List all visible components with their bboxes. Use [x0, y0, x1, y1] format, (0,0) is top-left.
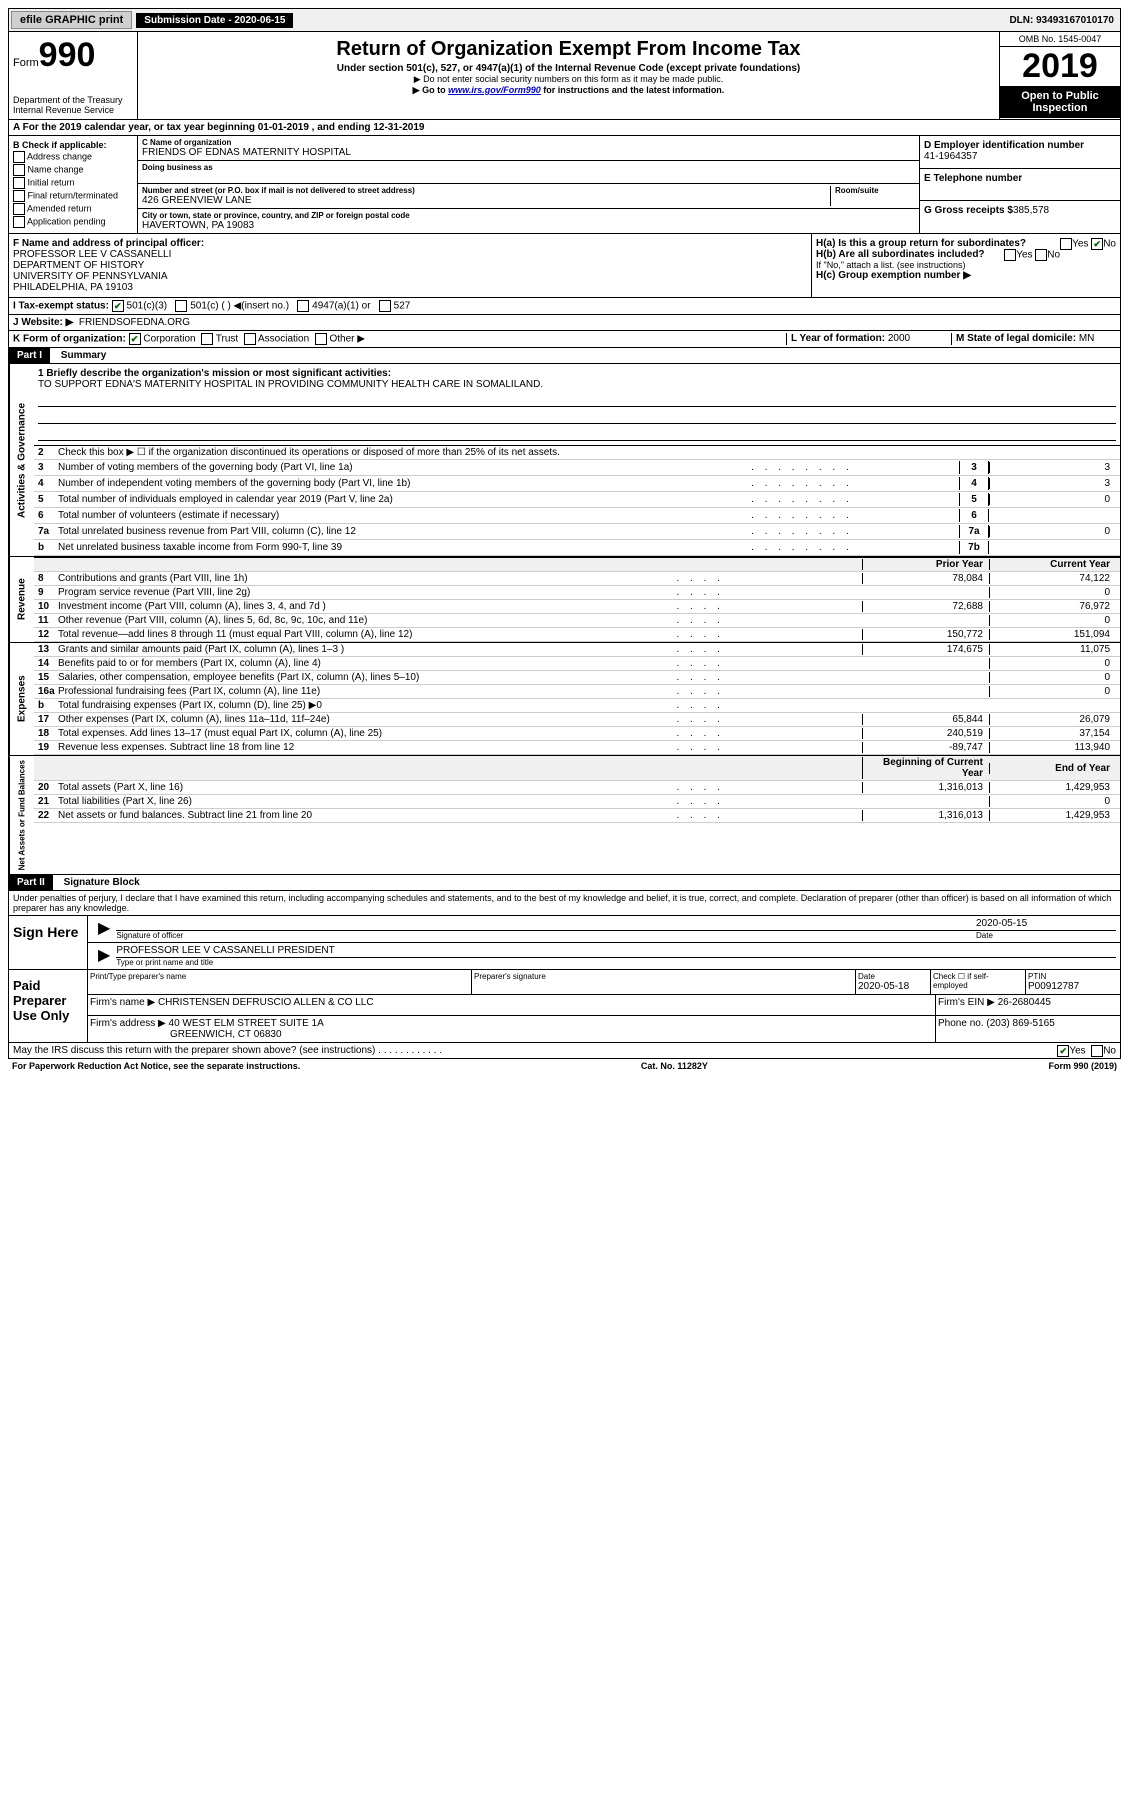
part1-header: Part I Summary — [8, 348, 1121, 364]
summary-line: 21Total liabilities (Part X, line 26) . … — [34, 795, 1120, 809]
firm-name: CHRISTENSEN DEFRUSCIO ALLEN & CO LLC — [158, 997, 374, 1008]
paid-preparer-section: Paid Preparer Use Only Print/Type prepar… — [8, 970, 1121, 1043]
summary-line: bTotal fundraising expenses (Part IX, co… — [34, 699, 1120, 713]
part1-governance: Activities & Governance 1 Briefly descri… — [8, 364, 1121, 557]
part1-expenses: Expenses 13Grants and similar amounts pa… — [8, 643, 1121, 756]
summary-line: 13Grants and similar amounts paid (Part … — [34, 643, 1120, 657]
website: FRIENDSOFEDNA.ORG — [79, 317, 190, 328]
summary-line: 10Investment income (Part VIII, column (… — [34, 600, 1120, 614]
officer-name: PROFESSOR LEE V CASSANELLI PRESIDENT — [116, 945, 1116, 958]
summary-line: 14Benefits paid to or for members (Part … — [34, 657, 1120, 671]
submission-date: Submission Date - 2020-06-15 — [136, 13, 293, 28]
section-bcd: B Check if applicable: Address change Na… — [8, 136, 1121, 234]
part1-revenue: Revenue Prior Year Current Year 8Contrib… — [8, 557, 1121, 643]
summary-line: 4Number of independent voting members of… — [34, 476, 1120, 492]
discuss-preparer: May the IRS discuss this return with the… — [8, 1043, 1121, 1059]
ein: 41-1964357 — [924, 151, 1116, 162]
irs-label: Internal Revenue Service — [13, 105, 133, 115]
gross-receipts: 385,578 — [1013, 205, 1049, 216]
summary-line: bNet unrelated business taxable income f… — [34, 540, 1120, 556]
summary-line: 12Total revenue—add lines 8 through 11 (… — [34, 628, 1120, 642]
summary-line: 9Program service revenue (Part VIII, lin… — [34, 586, 1120, 600]
sign-here-section: Sign Here ▶ Signature of officer 2020-05… — [8, 916, 1121, 970]
org-name: FRIENDS OF EDNAS MATERNITY HOSPITAL — [142, 147, 915, 158]
org-address: 426 GREENVIEW LANE — [142, 195, 830, 206]
side-expenses: Expenses — [9, 643, 34, 755]
part1-netassets: Net Assets or Fund Balances Beginning of… — [8, 756, 1121, 875]
row-j-website: J Website: ▶ FRIENDSOFEDNA.ORG — [8, 315, 1121, 331]
summary-line: 17Other expenses (Part IX, column (A), l… — [34, 713, 1120, 727]
summary-line: 11Other revenue (Part VIII, column (A), … — [34, 614, 1120, 628]
summary-line: 18Total expenses. Add lines 13–17 (must … — [34, 727, 1120, 741]
summary-line: 16aProfessional fundraising fees (Part I… — [34, 685, 1120, 699]
section-fh: F Name and address of principal officer:… — [8, 234, 1121, 298]
tax-year: 2019 — [1000, 47, 1120, 86]
section-b: B Check if applicable: Address change Na… — [9, 136, 138, 233]
summary-line: 6Total number of volunteers (estimate if… — [34, 508, 1120, 524]
dln: DLN: 93493167010170 — [1009, 15, 1118, 26]
section-h: H(a) Is this a group return for subordin… — [811, 234, 1120, 297]
summary-line: 5Total number of individuals employed in… — [34, 492, 1120, 508]
form-title: Return of Organization Exempt From Incom… — [142, 38, 995, 61]
mission-description: 1 Briefly describe the organization's mi… — [34, 364, 1120, 446]
note-link: ▶ Go to www.irs.gov/Form990 for instruct… — [142, 85, 995, 96]
summary-line: 3Number of voting members of the governi… — [34, 460, 1120, 476]
form-subtitle: Under section 501(c), 527, or 4947(a)(1)… — [142, 63, 995, 74]
omb-number: OMB No. 1545-0047 — [1000, 32, 1120, 47]
org-city: HAVERTOWN, PA 19083 — [142, 220, 915, 231]
form-number: Form990 — [13, 36, 133, 75]
summary-line: 7aTotal unrelated business revenue from … — [34, 524, 1120, 540]
section-f: F Name and address of principal officer:… — [9, 234, 811, 297]
row-a-tax-year: A For the 2019 calendar year, or tax yea… — [8, 120, 1121, 136]
section-deg: D Employer identification number 41-1964… — [919, 136, 1120, 233]
summary-line: 19Revenue less expenses. Subtract line 1… — [34, 741, 1120, 755]
note-ssn: ▶ Do not enter social security numbers o… — [142, 74, 995, 85]
side-governance: Activities & Governance — [9, 364, 34, 556]
row-klm: K Form of organization: Corporation Trus… — [8, 331, 1121, 348]
public-inspection: Open to Public Inspection — [1000, 86, 1120, 118]
side-revenue: Revenue — [9, 557, 34, 642]
part2-header: Part II Signature Block — [8, 875, 1121, 891]
summary-line: 8Contributions and grants (Part VIII, li… — [34, 572, 1120, 586]
irs-link[interactable]: www.irs.gov/Form990 — [448, 85, 541, 95]
side-netassets: Net Assets or Fund Balances — [9, 756, 34, 874]
summary-line: 15Salaries, other compensation, employee… — [34, 671, 1120, 685]
summary-line: 22Net assets or fund balances. Subtract … — [34, 809, 1120, 823]
top-toolbar: efile GRAPHIC print Submission Date - 20… — [8, 8, 1121, 32]
efile-button[interactable]: efile GRAPHIC print — [11, 11, 132, 29]
summary-line: 20Total assets (Part X, line 16) . . . .… — [34, 781, 1120, 795]
section-c: C Name of organization FRIENDS OF EDNAS … — [138, 136, 919, 233]
page-footer: For Paperwork Reduction Act Notice, see … — [8, 1059, 1121, 1073]
perjury-declaration: Under penalties of perjury, I declare th… — [8, 891, 1121, 916]
dept-treasury: Department of the Treasury — [13, 95, 133, 105]
row-i-tax-status: I Tax-exempt status: 501(c)(3) 501(c) ( … — [8, 298, 1121, 315]
form-header: Form990 Department of the Treasury Inter… — [8, 32, 1121, 120]
